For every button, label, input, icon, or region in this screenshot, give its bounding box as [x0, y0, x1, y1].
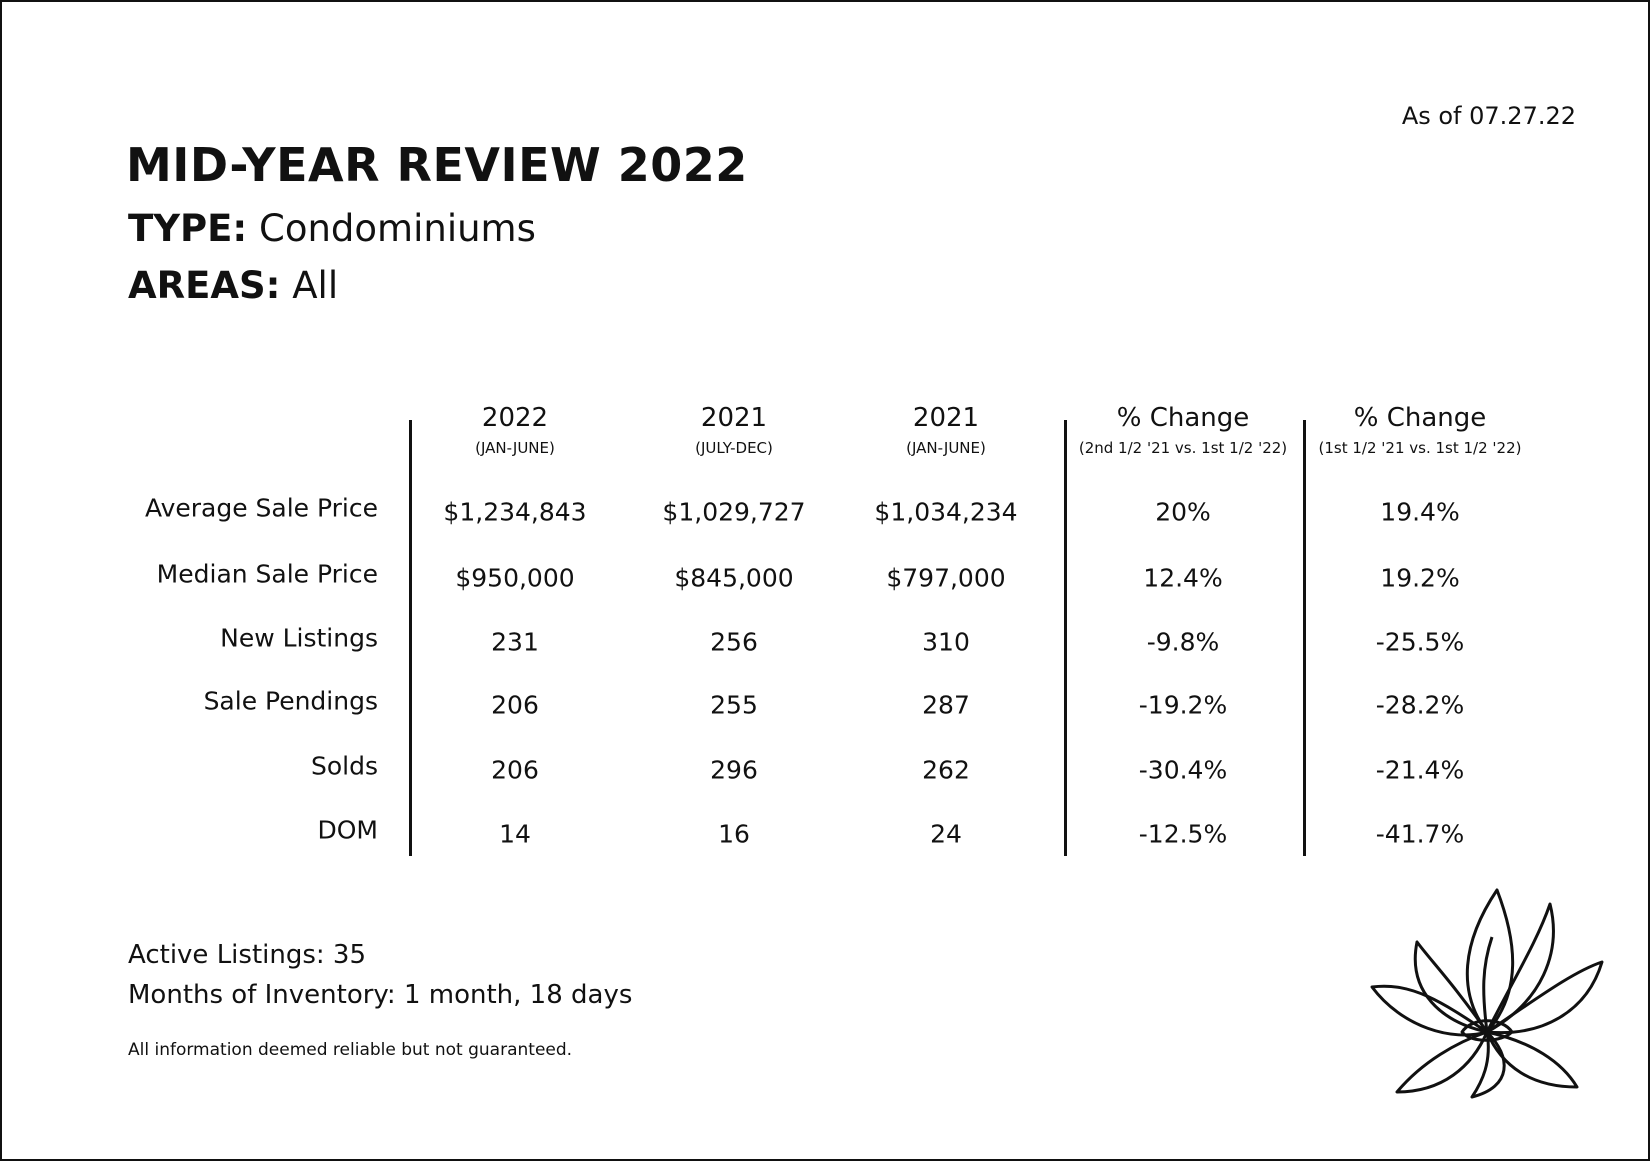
areas-line: AREAS: All [128, 264, 338, 307]
row-label: Solds [310, 751, 378, 781]
type-label: TYPE: [128, 207, 248, 250]
column-subtitle: (2nd 1/2 '21 vs. 1st 1/2 '22) [1078, 439, 1288, 457]
cell: 262 [922, 755, 970, 785]
cell: 14 [499, 819, 531, 849]
inventory: Months of Inventory: 1 month, 18 days [128, 980, 633, 1010]
cell: 206 [491, 755, 539, 785]
cell: -25.5% [1375, 627, 1465, 657]
cell: 296 [710, 755, 758, 785]
column-title: % Change [1116, 403, 1250, 433]
cell: -19.2% [1138, 690, 1228, 720]
divider [1303, 420, 1306, 856]
date: As of 07.27.22 [1401, 102, 1576, 130]
cell: 19.4% [1380, 497, 1460, 527]
column-subtitle: (JULY-DEC) [695, 439, 773, 457]
row-label: New Listings [220, 623, 378, 653]
cell: $845,000 [674, 563, 794, 593]
cell: 310 [922, 627, 970, 657]
type-line: TYPE: Condominiums [128, 207, 536, 250]
cell: 231 [491, 627, 539, 657]
cell: -41.7% [1375, 819, 1465, 849]
row-label: Sale Pendings [203, 686, 378, 716]
column-title: 2022 [481, 403, 549, 433]
column-subtitle: (JAN-JUNE) [906, 439, 986, 457]
cell: 206 [491, 690, 539, 720]
title: MID-YEAR REVIEW 2022 [126, 138, 748, 192]
column-subtitle: (1st 1/2 '21 vs. 1st 1/2 '22) [1318, 439, 1522, 457]
row-label: Average Sale Price [144, 493, 378, 523]
row-label: DOM [317, 815, 379, 845]
cell: 12.4% [1143, 563, 1223, 593]
cell: 256 [710, 627, 758, 657]
cell: 19.2% [1380, 563, 1460, 593]
cell: $1,029,727 [662, 497, 806, 527]
cell: $950,000 [455, 563, 575, 593]
areas-label: AREAS: [128, 264, 281, 307]
cell: -9.8% [1146, 627, 1220, 657]
cell: 255 [710, 690, 758, 720]
column-title: 2021 [700, 403, 768, 433]
cell: 24 [930, 819, 962, 849]
active-listings: Active Listings: 35 [128, 940, 366, 970]
column-title: % Change [1353, 403, 1487, 433]
disclaimer: All information deemed reliable but not … [128, 1040, 573, 1060]
column-title: 2021 [912, 403, 980, 433]
divider [1064, 420, 1067, 856]
type-value: Condominiums [259, 207, 536, 250]
column-subtitle: (JAN-JUNE) [475, 439, 555, 457]
cell: $1,234,843 [443, 497, 587, 527]
cell: -28.2% [1375, 690, 1465, 720]
cell: -21.4% [1375, 755, 1465, 785]
areas-value: All [292, 264, 339, 307]
flower-icon [1370, 888, 1604, 1099]
cell: 287 [922, 690, 970, 720]
row-label: Median Sale Price [156, 559, 378, 589]
cell: $1,034,234 [874, 497, 1018, 527]
cell: -12.5% [1138, 819, 1228, 849]
cell: $797,000 [886, 563, 1006, 593]
cell: -30.4% [1138, 755, 1228, 785]
cell: 16 [718, 819, 750, 849]
cell: 20% [1155, 497, 1211, 527]
divider [409, 420, 412, 856]
